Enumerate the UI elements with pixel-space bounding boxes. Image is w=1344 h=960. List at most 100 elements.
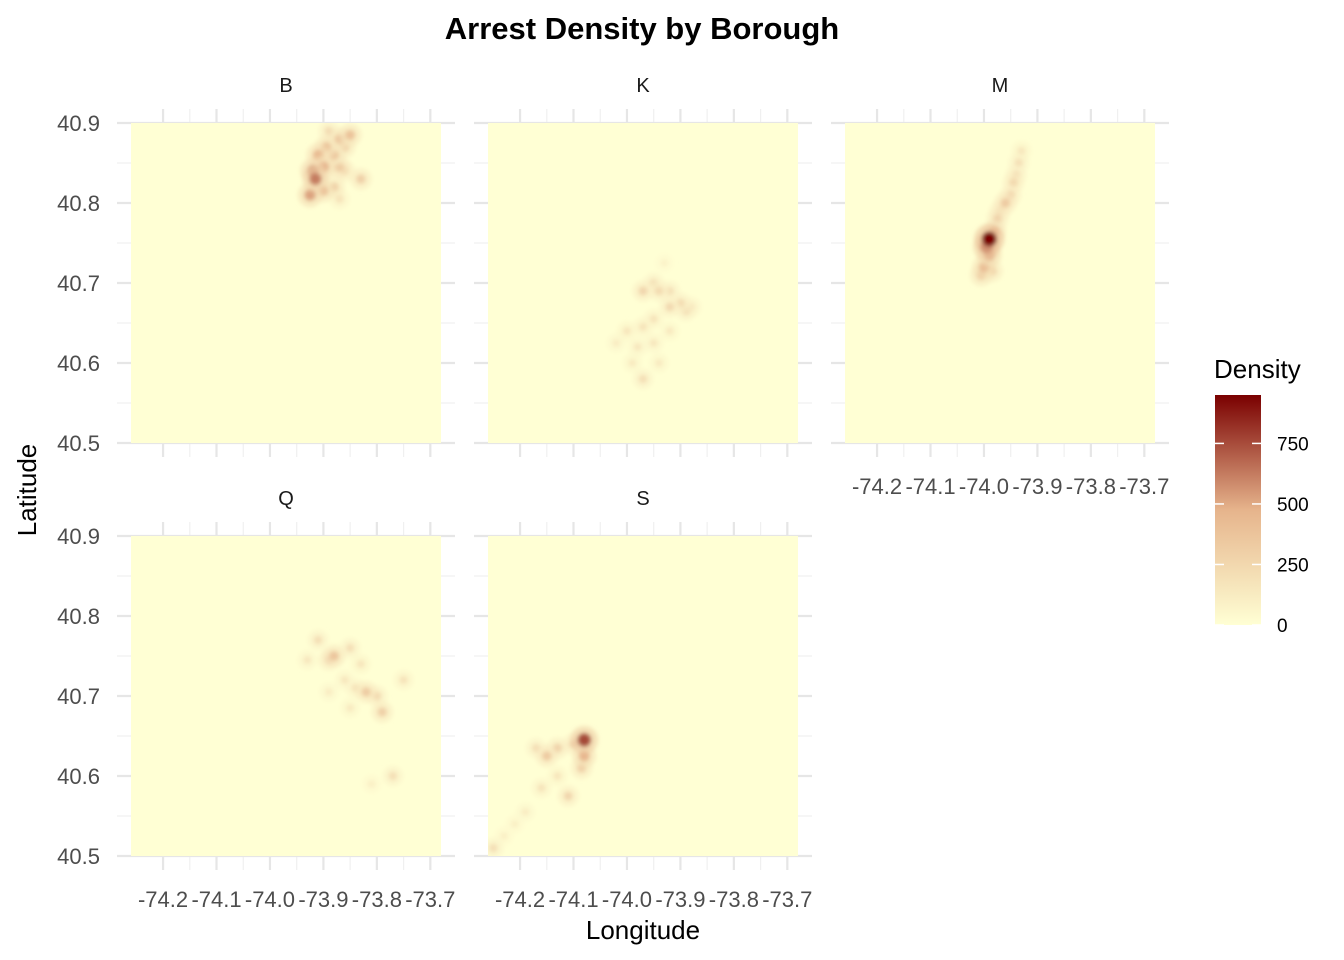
x-tick-label: -73.9 [1012,474,1062,499]
density-cell [345,129,356,141]
facet-strip-label: B [279,75,292,97]
density-cell [541,751,552,761]
x-tick-label: -73.8 [1066,474,1116,499]
density-cell [981,231,997,247]
density-hotspots [606,253,702,390]
density-cell [665,302,675,312]
y-tick-label: 40.9 [57,111,100,136]
density-cell [553,771,562,781]
x-tick-label: -73.7 [762,887,812,912]
x-tick-label: -73.9 [298,887,348,912]
x-tick-label: -73.8 [709,887,759,912]
density-cell [665,326,674,336]
facet-panel-m: M -74.2 -74.1 -74.0 -73.9 -73.8 -73.7 [831,75,1169,499]
density-cell [361,687,372,697]
density-cell [324,687,333,697]
legend-tick-label: 750 [1277,434,1309,455]
density-cell [577,733,591,747]
density-cell [303,655,312,665]
density-cell [654,286,664,296]
y-tick-label: 40.5 [57,431,100,456]
x-tick-label: -74.2 [138,887,188,912]
density-hotspots [297,123,372,210]
density-cell [633,342,642,352]
legend-tick-label: 0 [1277,616,1288,637]
legend-colorbar [1215,395,1261,625]
density-cell [660,259,669,267]
density-cell [345,643,355,653]
density-cell [649,314,658,324]
x-tick-label: -74.2 [852,474,902,499]
density-raster-background [131,536,441,856]
density-cell [356,659,366,669]
density-cell [388,771,398,781]
y-tick-label: 40.7 [57,684,100,709]
density-cell [622,326,632,336]
density-cell [521,807,530,817]
density-cell [346,703,355,713]
density-cell [356,174,366,184]
density-cell [654,358,664,368]
x-tick-label: -74.1 [191,887,241,912]
density-cell [638,322,648,332]
chart-title: Arrest Density by Borough [445,11,839,46]
legend-title: Density [1214,354,1301,384]
facet-panel-s: S -74.2 -74.1 -74.0 -73.9 -73.8 -73.7 [474,488,812,912]
x-tick-label: -73.9 [655,887,705,912]
density-cell [612,338,621,348]
density-raster-background [845,123,1155,443]
legend-tick-label: 250 [1277,555,1309,576]
facet-panel-b: B 40.5 40.6 40.7 40.8 40.9 [57,75,455,457]
y-tick-label: 40.6 [57,764,100,789]
density-cell [537,783,546,793]
y-tick-label: 40.8 [57,604,100,629]
density-cell [638,374,648,384]
x-tick-label: -74.2 [495,887,545,912]
facet-strip-label: K [636,75,650,97]
y-tick-label: 40.9 [57,524,100,549]
density-legend: Density 0 250 500 750 [1214,354,1309,637]
x-axis-title: Longitude [586,915,700,945]
x-tick-label: -74.0 [959,474,1009,499]
density-raster-background [488,536,798,856]
density-cell [500,832,508,840]
y-tick-label: 40.8 [57,191,100,216]
x-tick-label: -73.7 [1119,474,1169,499]
density-hotspots [297,629,414,794]
x-tick-label: -73.7 [405,887,455,912]
density-cell [489,843,498,853]
facet-panels: B40.540.640.740.840.9K M-74.2 -74.1 -74.0 -7… [57,75,1169,912]
density-cell [638,286,648,296]
x-tick-label: -74.1 [548,887,598,912]
density-hotspots [488,726,599,856]
y-tick-label: 40.7 [57,271,100,296]
density-cell [563,791,573,801]
density-raster-background [131,123,441,443]
density-cell [1000,198,1011,208]
legend-tick-label: 500 [1277,495,1309,516]
density-cell [510,820,519,828]
density-cell [367,780,376,788]
x-tick-label: -74.0 [602,887,652,912]
density-cell [304,189,316,201]
y-tick-label: 40.6 [57,351,100,376]
density-hotspots [970,140,1032,287]
density-cell [399,675,408,685]
x-tick-label: -73.8 [352,887,402,912]
density-cell [329,650,340,662]
facet-strip-label: Q [278,488,294,510]
facet-panel-k: K [474,75,812,457]
density-cell [628,358,637,368]
y-axis-title: Latitude [12,444,42,537]
facet-strip-label: M [992,75,1009,97]
facet-strip-label: S [636,488,649,510]
density-cell [309,172,322,186]
y-tick-label: 40.5 [57,844,100,869]
density-cell [313,635,323,645]
x-tick-label: -74.0 [245,887,295,912]
density-cell [377,707,387,717]
density-cell [340,675,349,685]
density-cell [649,338,658,348]
facet-panel-q: Q40.540.640.740.840.9-74.2 -74.1 -74.0 -73.… [57,488,455,912]
